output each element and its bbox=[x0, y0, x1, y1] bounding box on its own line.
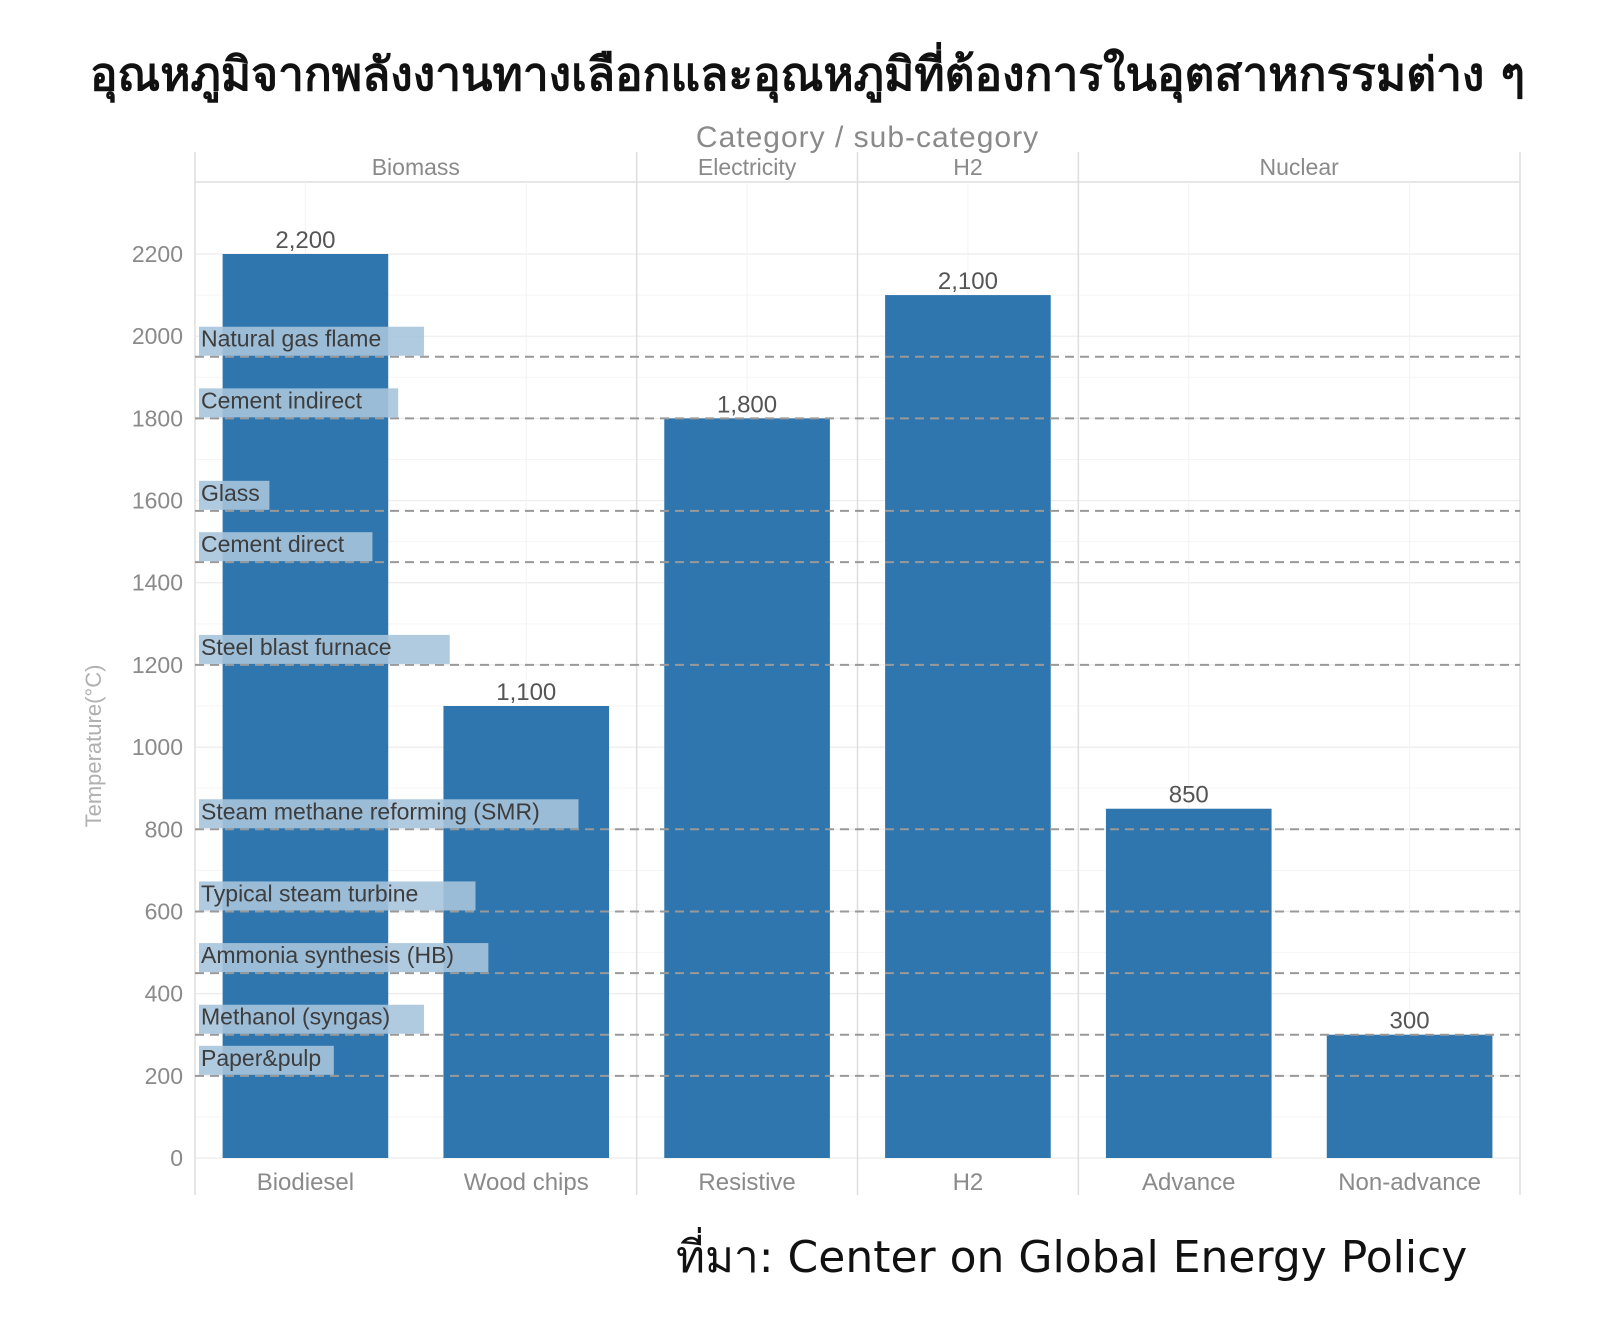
facet-label: H2 bbox=[953, 154, 982, 180]
y-tick-label: 1600 bbox=[132, 488, 183, 514]
reference-label-bg bbox=[199, 799, 579, 829]
bar-value-label: 1,100 bbox=[496, 679, 556, 706]
y-tick-label: 0 bbox=[170, 1145, 183, 1171]
x-tick-label: Resistive bbox=[698, 1169, 795, 1196]
reference-label-bg bbox=[199, 326, 424, 356]
bar-wood-chips bbox=[443, 706, 610, 1158]
bar-value-label: 1,800 bbox=[717, 391, 777, 418]
x-tick-label: Biodiesel bbox=[257, 1169, 354, 1196]
y-tick-label: 800 bbox=[145, 816, 183, 842]
y-tick-label: 200 bbox=[145, 1063, 183, 1089]
bar-value-label: 300 bbox=[1390, 1008, 1430, 1035]
reference-layer: Natural gas flame Cement indirect Glass Cem… bbox=[195, 326, 1520, 1077]
chart-title: อุณหภูมิจากพลังงานทางเลือกและอุณหภูมิที่… bbox=[89, 47, 1526, 101]
bar-value-label: 2,100 bbox=[938, 268, 998, 295]
bar-non-advance bbox=[1326, 1034, 1493, 1158]
x-tick-label: Wood chips bbox=[464, 1169, 589, 1196]
source-note: ที่มา: Center on Global Energy Policy bbox=[676, 1232, 1468, 1283]
y-tick-label: 600 bbox=[145, 898, 183, 924]
reference-label: Steel blast furnace bbox=[201, 634, 392, 660]
reference-label: Ammonia synthesis (HB) bbox=[201, 942, 454, 968]
y-tick-label: 2200 bbox=[132, 241, 183, 267]
y-tick-label: 1200 bbox=[132, 652, 183, 678]
y-tick-label: 1800 bbox=[132, 405, 183, 431]
reference-label: Methanol (syngas) bbox=[201, 1004, 390, 1030]
text-layer: Category / sub-category Biomass 2,200 Biodi… bbox=[81, 121, 1481, 1196]
reference-label-bg bbox=[199, 634, 450, 664]
y-tick-label: 1400 bbox=[132, 570, 183, 596]
reference-label-bg bbox=[199, 532, 373, 562]
reference-label-bg bbox=[199, 480, 270, 510]
reference-label: Cement indirect bbox=[201, 387, 363, 413]
reference-label-bg bbox=[199, 943, 489, 973]
bar-resistive bbox=[664, 418, 830, 1158]
grid-layer bbox=[194, 152, 1521, 1195]
reference-label-bg bbox=[199, 881, 476, 911]
x-tick-label: H2 bbox=[953, 1169, 984, 1196]
x-tick-label: Advance bbox=[1142, 1169, 1235, 1196]
reference-label: Typical steam turbine bbox=[201, 880, 418, 906]
reference-label-bg bbox=[199, 1004, 424, 1034]
reference-label: Natural gas flame bbox=[201, 326, 381, 352]
y-axis-label: Temperature(°C) bbox=[81, 665, 106, 828]
reference-label: Glass bbox=[201, 480, 260, 506]
y-tick-label: 2000 bbox=[132, 323, 183, 349]
facet-label: Electricity bbox=[698, 154, 797, 180]
bar-h2 bbox=[885, 295, 1051, 1158]
reference-label-bg bbox=[199, 388, 399, 418]
bar-chart: Natural gas flame Cement indirect Glass Cem… bbox=[81, 121, 1521, 1196]
facet-label: Biomass bbox=[372, 154, 460, 180]
bar-value-label: 2,200 bbox=[275, 227, 335, 254]
reference-label: Paper&pulp bbox=[201, 1045, 321, 1071]
x-tick-label: Non-advance bbox=[1338, 1169, 1481, 1196]
facet-title: Category / sub-category bbox=[696, 121, 1039, 154]
y-tick-label: 400 bbox=[145, 981, 183, 1007]
reference-label-bg bbox=[199, 1045, 334, 1075]
bar-value-label: 850 bbox=[1169, 782, 1209, 809]
facet-label: Nuclear bbox=[1260, 154, 1340, 180]
bar-advance bbox=[1105, 808, 1272, 1158]
reference-label: Steam methane reforming (SMR) bbox=[201, 798, 540, 824]
y-tick-label: 1000 bbox=[132, 734, 183, 760]
reference-label: Cement direct bbox=[201, 531, 345, 557]
